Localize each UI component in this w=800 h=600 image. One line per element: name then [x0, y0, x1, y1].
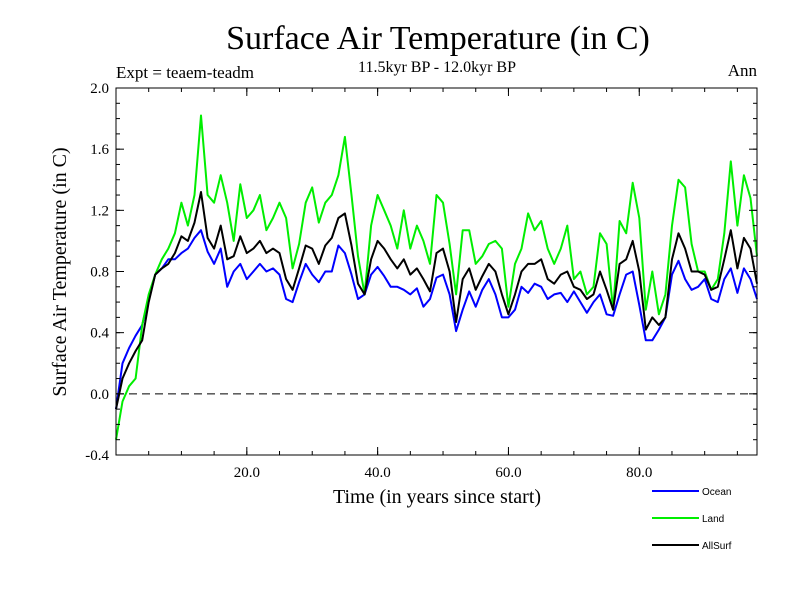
legend-label-land: Land [702, 514, 724, 525]
legend: Ocean Land AllSurf [652, 487, 732, 552]
y-tick-label: -0.4 [85, 448, 109, 464]
x-tick-label: 80.0 [626, 465, 652, 481]
plot-frame [115, 87, 758, 456]
y-tick-label: 2.0 [90, 81, 109, 97]
y-tick-label: 0.4 [90, 326, 109, 342]
x-axis-label: Time (in years since start) [333, 486, 541, 508]
x-tick-label: 20.0 [234, 465, 260, 481]
experiment-label: Expt = teaem-teadm [116, 63, 254, 82]
y-tick-label: 0.8 [90, 265, 109, 281]
chart-subtitle: 11.5kyr BP - 12.0kyr BP [358, 59, 516, 76]
period-label: Ann [728, 61, 758, 80]
plot-area: -0.4 0.0 0.4 0.8 1.2 1.6 2.0 20.0 40.0 60.0 80.0 [85, 81, 758, 481]
x-tick-label: 60.0 [495, 465, 521, 481]
series-line-land [115, 114, 758, 440]
x-tick-label: 40.0 [365, 465, 391, 481]
y-tick-label: 0.0 [90, 387, 109, 403]
legend-label-ocean: Ocean [702, 487, 731, 498]
y-tick-label: 1.6 [90, 142, 109, 158]
legend-label-allsurf: AllSurf [702, 541, 732, 552]
y-axis-label: Surface Air Temperature (in C) [49, 147, 71, 396]
series-line-ocean [115, 229, 758, 410]
series-line-allsurf [115, 191, 758, 410]
y-tick-label: 1.2 [90, 203, 109, 219]
chart-title: Surface Air Temperature (in C) [226, 20, 650, 57]
